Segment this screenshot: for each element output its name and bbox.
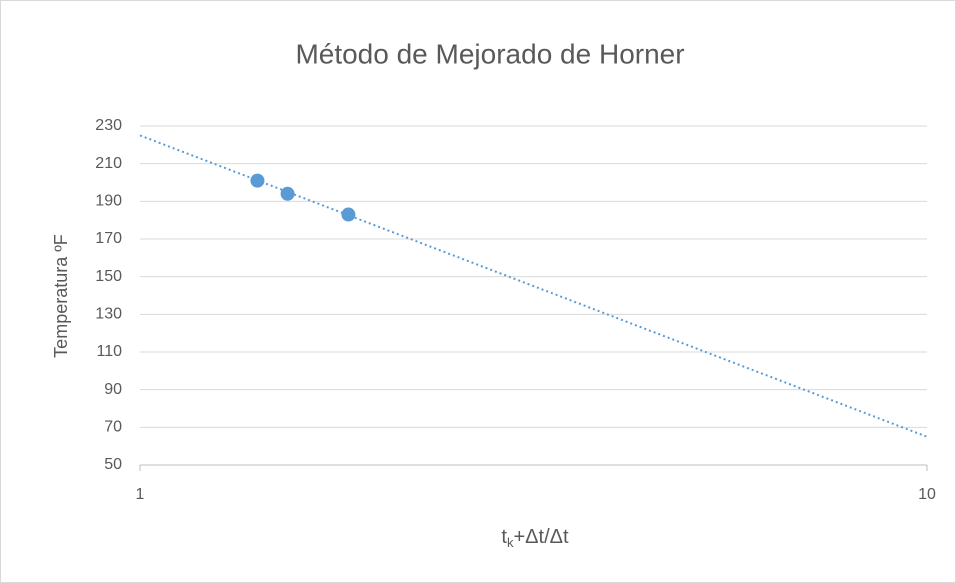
trendline [139, 134, 928, 438]
point [341, 207, 356, 222]
x-axis-label: tk+Δt/Δt [501, 526, 569, 550]
point [250, 173, 265, 188]
y-axis-label: Temperatura ºF [51, 234, 71, 358]
y-tick-label: 90 [104, 381, 122, 398]
y-tick-label: 50 [104, 456, 122, 473]
x-label-subscript: k [507, 535, 514, 550]
y-tick-label: 130 [95, 306, 122, 323]
y-tick-label: 150 [95, 268, 122, 285]
x-tick-label: 1 [136, 486, 145, 503]
y-tick-label: 170 [95, 230, 122, 247]
x-label-base: t [501, 526, 507, 548]
x-tick-label: 10 [918, 486, 936, 503]
y-tick-label: 190 [95, 193, 122, 210]
y-tick-label: 70 [104, 419, 122, 436]
y-tick-label: 110 [96, 343, 122, 360]
y-tick-label: 230 [95, 117, 122, 134]
chart-title: Método de Mejorado de Horner [295, 38, 684, 69]
point [280, 186, 295, 201]
x-label-rest: +Δt/Δt [513, 526, 569, 548]
y-tick-label: 210 [95, 155, 122, 172]
